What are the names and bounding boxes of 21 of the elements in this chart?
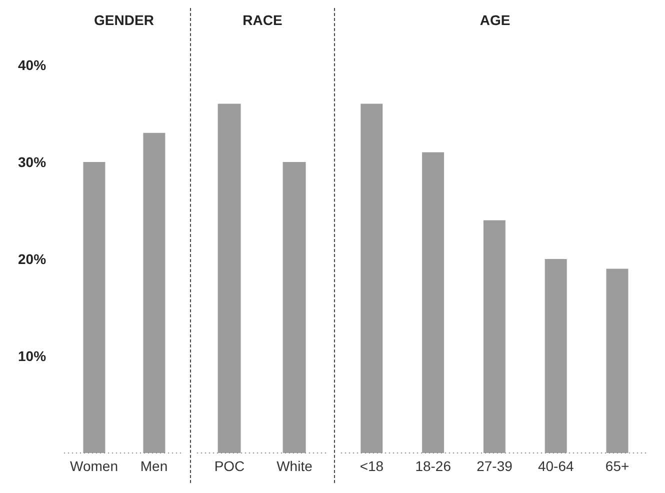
x-tick-label: <18 [360, 458, 384, 474]
bar [606, 268, 628, 453]
bar [483, 220, 506, 453]
chart-title: GENDER [93, 11, 155, 30]
x-tick-label: White [276, 458, 313, 474]
bar [422, 152, 444, 453]
y-tick-label: 40% [18, 56, 47, 73]
bar [360, 104, 383, 453]
chart-title: AGE [478, 11, 512, 30]
x-tick-label: POC [214, 458, 245, 474]
chart-title: RACE [242, 11, 284, 30]
x-tick-label: 40-64 [538, 458, 574, 474]
bar [544, 259, 567, 453]
y-tick-label: 30% [18, 154, 47, 170]
x-tick-label: Men [140, 458, 168, 474]
x-tick-label: Women [70, 458, 118, 474]
y-tick-label: 10% [18, 348, 47, 364]
y-tick-label: 20% [18, 250, 47, 267]
x-tick-label: 27-39 [476, 458, 513, 474]
x-tick-label: 18-26 [415, 458, 452, 474]
x-tick-label: 65+ [605, 458, 630, 474]
